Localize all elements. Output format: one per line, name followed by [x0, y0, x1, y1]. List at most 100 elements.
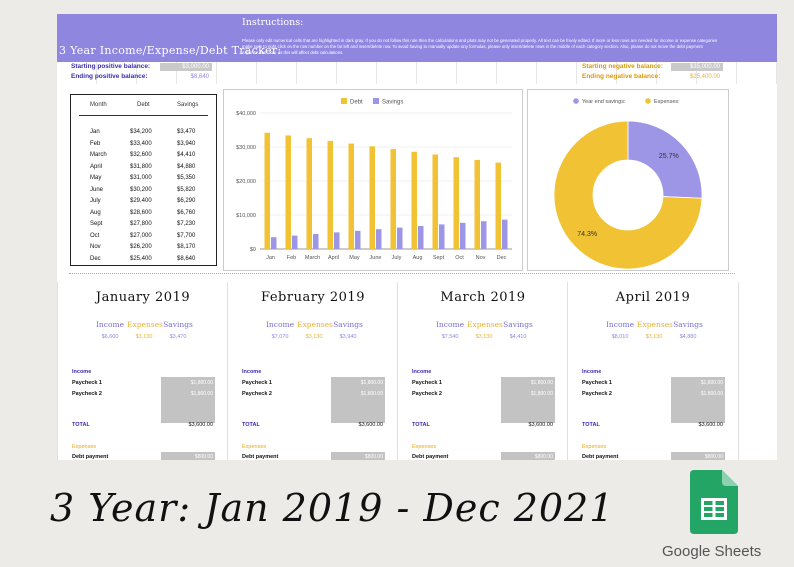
expenses-input-block[interactable] [671, 452, 725, 460]
income-value: $6,600 [101, 334, 119, 340]
summary-debt-cell: $25,400 [130, 255, 152, 262]
bar-savings [376, 229, 382, 249]
starting-negative-label: Starting negative balance: [582, 63, 663, 70]
paycheck-1-value[interactable]: $1,800.00 [700, 380, 723, 386]
x-tick-label: Oct [455, 255, 464, 261]
x-tick-label: Jan [266, 255, 275, 261]
savings-value: $3,940 [339, 334, 357, 340]
donut-chart-panel: 25.7% 74.3% Year end savings: Expenses: [527, 89, 729, 271]
month-title: March 2019 [440, 290, 526, 305]
income-input-block[interactable] [501, 377, 555, 423]
expenses-value: $3,130 [135, 334, 153, 340]
expenses-input-block[interactable] [501, 452, 555, 460]
expenses-section-label: Expenses [242, 444, 267, 450]
paycheck-1-value[interactable]: $1,800.00 [530, 380, 553, 386]
income-heading: Income [435, 320, 465, 329]
month-title: February 2019 [261, 290, 365, 305]
summary-debt-cell: $33,400 [130, 140, 152, 147]
google-sheets-label: Google Sheets [662, 543, 762, 560]
ending-positive-value: $8,640 [190, 74, 209, 80]
starting-negative-value[interactable]: $35,000.00 [671, 63, 723, 71]
x-tick-label: Nov [476, 255, 486, 261]
debt-payment-value[interactable]: $800.00 [364, 454, 383, 460]
income-input-block[interactable] [161, 377, 215, 423]
paycheck-1-value[interactable]: $1,800.00 [190, 380, 213, 386]
summary-month-cell: Aug [90, 209, 101, 216]
expenses-section-label: Expenses [72, 444, 97, 450]
debt-payment-value[interactable]: $800.00 [534, 454, 553, 460]
income-heading: Income [265, 320, 295, 329]
summary-savings-cell: $7,700 [177, 232, 196, 239]
total-label: TOTAL [582, 422, 600, 428]
expenses-input-block[interactable] [161, 452, 215, 460]
summary-row: Sept $27,800 $7,230 [71, 221, 216, 232]
paycheck-2-label: Paycheck 2 [412, 391, 442, 397]
savings-heading: Savings [503, 320, 533, 329]
summary-row: April $31,800 $4,880 [71, 164, 216, 175]
legend-label: Year end savings: [582, 99, 626, 105]
caption: 3 Year: Jan 2019 - Dec 2021 [50, 486, 615, 530]
grid-band [57, 62, 777, 84]
summary-row: Feb $33,400 $3,940 [71, 141, 216, 152]
summary-debt-cell: $29,400 [130, 198, 152, 204]
expenses-input-block[interactable] [331, 452, 385, 460]
expenses-section-label: Expenses [412, 444, 437, 450]
bar-savings [292, 235, 298, 249]
paycheck-1-label: Paycheck 1 [412, 380, 442, 386]
month-panel: March 2019 Income Expenses Savings $7,54… [397, 282, 569, 460]
summary-row: May $31,000 $5,350 [71, 175, 216, 186]
savings-heading: Savings [673, 320, 703, 329]
summary-row: Oct $27,000 $7,700 [71, 233, 216, 244]
summary-savings-cell: $5,820 [177, 186, 196, 193]
summary-savings-cell: $7,230 [177, 221, 196, 227]
summary-debt-cell: $31,800 [130, 163, 152, 170]
x-tick-label: March [305, 255, 320, 261]
income-input-block[interactable] [671, 377, 725, 423]
bar-debt [453, 157, 459, 249]
debt-payment-value[interactable]: $800.00 [704, 454, 723, 460]
bar-savings [418, 226, 424, 249]
summary-month-cell: Dec [90, 255, 101, 262]
paycheck-2-value[interactable]: $1,800.00 [190, 391, 213, 397]
starting-positive-value[interactable]: $3,000.00 [160, 63, 212, 71]
paycheck-1-value[interactable]: $1,800.00 [360, 380, 383, 386]
expenses-heading: Expenses [467, 320, 503, 329]
summary-savings-cell: $6,290 [177, 198, 196, 204]
summary-table: Month Debt Savings Jan $34,200 $3,470 Feb $3… [70, 94, 217, 266]
summary-month-cell: March [90, 152, 107, 158]
summary-savings-cell: $4,880 [177, 163, 196, 170]
bar-savings [439, 224, 445, 249]
bar-savings [313, 234, 319, 249]
paycheck-1-label: Paycheck 1 [72, 380, 102, 386]
x-tick-label: April [328, 255, 339, 261]
summary-month-cell: Oct [90, 232, 100, 239]
summary-month-cell: July [90, 198, 101, 204]
bar-chart-panel: $0 $10,000 $20,000 $30,000 $40,000 Jan Feb Marc… [223, 89, 523, 271]
ending-negative-value: $25,400.00 [689, 74, 720, 80]
paycheck-2-value[interactable]: $1,800.00 [530, 391, 553, 397]
total-value: $3,600.00 [698, 422, 723, 428]
x-tick-label: May [349, 255, 360, 261]
summary-month-cell: April [90, 163, 103, 170]
paycheck-2-value[interactable]: $1,800.00 [700, 391, 723, 397]
savings-value: $3,470 [169, 334, 187, 340]
summary-debt-cell: $27,800 [130, 221, 152, 227]
summary-month-cell: June [90, 186, 104, 193]
summary-savings-cell: $8,170 [177, 244, 196, 250]
legend-swatch [573, 98, 579, 104]
bar-debt [474, 159, 480, 249]
summary-savings-cell: $4,410 [177, 152, 196, 158]
bar-debt [327, 140, 333, 249]
bar-savings [502, 219, 508, 249]
paycheck-2-value[interactable]: $1,800.00 [360, 391, 383, 397]
income-input-block[interactable] [331, 377, 385, 423]
debt-payment-value[interactable]: $800.00 [194, 454, 213, 460]
summary-month-cell: Jan [90, 129, 100, 135]
bar-savings [460, 222, 466, 249]
legend-swatch [373, 98, 379, 104]
summary-savings-cell: $3,470 [177, 129, 196, 135]
bar-savings [355, 230, 361, 249]
ending-negative-label: Ending negative balance: [582, 73, 661, 80]
summary-debt-cell: $34,200 [130, 129, 152, 135]
donut-slice [627, 120, 703, 199]
